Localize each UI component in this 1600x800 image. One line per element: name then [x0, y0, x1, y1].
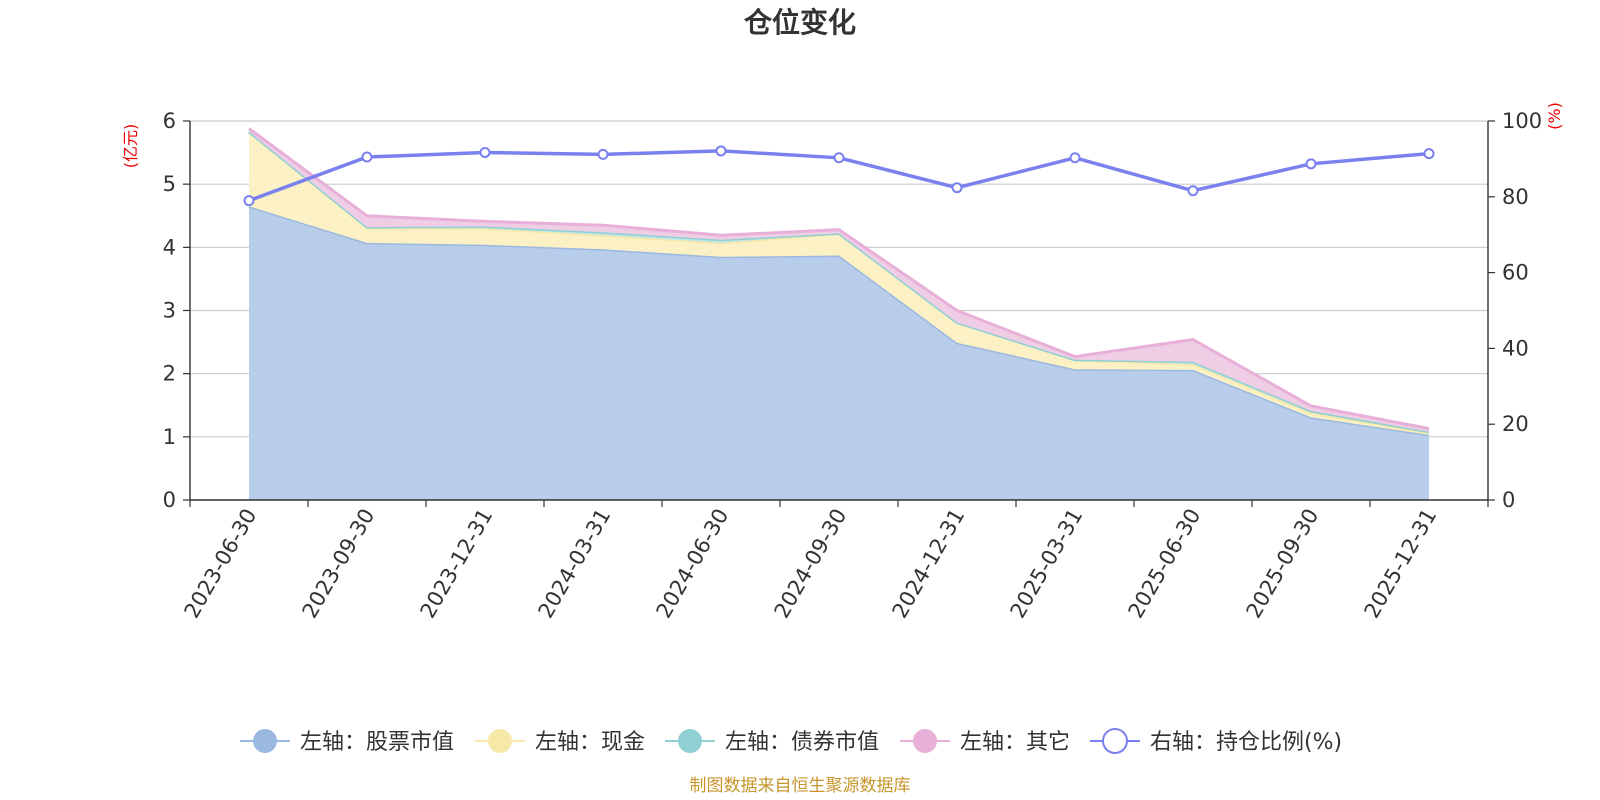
left-tick-label: 3	[163, 299, 176, 323]
x-tick-label: 2024-03-31	[534, 505, 616, 623]
x-tick-label: 2025-09-30	[1242, 505, 1324, 623]
ratio-point	[1069, 152, 1081, 164]
legend[interactable]: 左轴：股票市值 左轴：现金 左轴：债券市值 左轴：其它 右轴：持仓比例(%)	[240, 728, 1342, 755]
chart-title: 仓位变化	[744, 6, 856, 39]
ratio-point	[479, 146, 491, 158]
x-tick-label: 2025-06-30	[1124, 505, 1206, 623]
legend-label: 左轴：债券市值	[725, 730, 879, 755]
left-tick-label: 0	[163, 488, 176, 512]
ratio-point	[597, 148, 609, 160]
x-tick-label: 2024-12-31	[888, 505, 970, 623]
area-左轴：股票市值	[249, 206, 1429, 501]
left-tick-label: 2	[163, 362, 176, 386]
legend-marker	[913, 729, 937, 753]
right-tick-label: 20	[1502, 412, 1529, 436]
legend-item[interactable]: 左轴：其它	[900, 729, 1070, 755]
legend-label: 左轴：其它	[960, 730, 1070, 755]
left-axis-unit: (亿元)	[121, 124, 140, 169]
left-tick-label: 4	[163, 235, 176, 259]
right-tick-label: 0	[1502, 488, 1515, 512]
right-tick-label: 40	[1502, 336, 1529, 360]
legend-marker	[678, 729, 702, 753]
ratio-point	[1423, 148, 1435, 160]
left-tick-label: 1	[163, 425, 176, 449]
stacked-areas	[248, 127, 1430, 501]
legend-label: 左轴：股票市值	[300, 730, 454, 755]
ratio-point	[833, 152, 845, 164]
legend-label: 左轴：现金	[535, 730, 645, 755]
area-edge-左轴：其它	[248, 127, 1430, 431]
ratio-point	[715, 145, 727, 157]
legend-item[interactable]: 右轴：持仓比例(%)	[1090, 728, 1342, 755]
source-note: 制图数据来自恒生聚源数据库	[690, 776, 911, 796]
right-axis-unit: (%)	[1545, 102, 1564, 130]
x-tick-label: 2024-09-30	[770, 505, 852, 623]
right-tick-label: 100	[1502, 109, 1542, 133]
x-tick-label: 2023-09-30	[298, 505, 380, 623]
right-tick-label: 80	[1502, 185, 1529, 209]
legend-marker	[488, 729, 512, 753]
left-tick-label: 6	[163, 109, 176, 133]
right-tick-label: 60	[1502, 261, 1529, 285]
x-tick-label: 2025-12-31	[1360, 505, 1442, 623]
legend-marker	[1102, 728, 1128, 754]
legend-item[interactable]: 左轴：现金	[475, 729, 645, 755]
ratio-point	[243, 195, 255, 207]
legend-label: 右轴：持仓比例(%)	[1150, 730, 1342, 755]
legend-item[interactable]: 左轴：股票市值	[240, 729, 454, 755]
ratio-point	[951, 182, 963, 194]
ratio-point	[361, 151, 373, 163]
x-tick-label: 2025-03-31	[1006, 505, 1088, 623]
x-tick-label: 2023-12-31	[416, 505, 498, 623]
left-tick-label: 5	[163, 172, 176, 196]
ratio-line	[243, 145, 1435, 207]
legend-item[interactable]: 左轴：债券市值	[665, 729, 879, 755]
ratio-point	[1187, 185, 1199, 197]
x-tick-label: 2024-06-30	[652, 505, 734, 623]
legend-marker	[253, 729, 277, 753]
ratio-point	[1305, 158, 1317, 170]
area-左轴：其它	[249, 128, 1429, 432]
x-tick-label: 2023-06-30	[180, 505, 262, 623]
